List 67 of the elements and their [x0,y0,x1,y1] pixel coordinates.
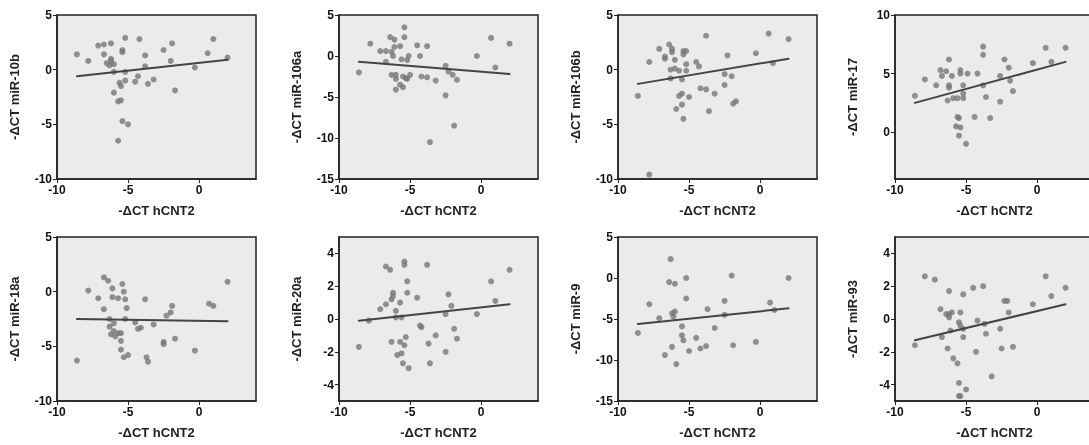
y-tick-label: -5 [323,90,335,104]
y-tick-label: 5 [327,8,335,22]
x-tick-label: 0 [195,405,203,419]
x-tick-label: 0 [477,405,485,419]
x-axis-title: -ΔCT hCNT2 [956,425,1033,440]
y-tick-label: 0 [883,125,891,140]
y-tick-label: -5 [602,117,614,132]
y-tick-label: 0 [327,312,335,326]
x-tick-label: -5 [404,405,416,419]
y-tick-label: -4 [879,377,891,392]
y-tick-label: -15 [316,172,335,186]
x-tick-label: -5 [683,183,695,197]
y-tick-label: 0 [45,284,53,299]
y-tick-label: -2 [879,344,891,359]
x-axis-title: -ΔCT hCNT2 [400,425,477,440]
y-tick-label: 0 [606,271,614,285]
x-tick-label: -5 [683,405,695,419]
y-tick-label: -10 [34,172,53,186]
y-tick-label: -2 [323,344,335,359]
y-axis-title: -ΔCT miR-20a [289,275,304,362]
y-tick-label: 5 [606,230,614,244]
y-tick-label: 10 [876,8,891,22]
y-tick-label: 5 [45,230,53,244]
x-tick-label: -5 [122,405,134,419]
y-tick-label: 0 [327,49,335,63]
y-tick-label: 5 [606,8,614,22]
y-tick-label: 2 [883,279,891,294]
y-tick-label: 2 [327,279,335,294]
y-tick-label: 5 [883,66,891,81]
y-axis-title: -ΔCT miR-18a [7,275,22,362]
x-tick-label: 0 [195,183,203,197]
x-tick-label: -5 [960,183,972,197]
y-tick-label: 4 [327,246,335,261]
y-tick-label: -5 [602,312,614,326]
y-axis-title: -ΔCT miR-17 [845,58,860,136]
x-tick-label: -5 [404,183,416,197]
y-tick-label: -15 [595,394,614,408]
x-tick-label: 0 [477,183,485,197]
y-tick-label: 0 [606,62,614,77]
y-tick-label: -10 [316,131,335,145]
x-axis-title: -ΔCT hCNT2 [679,203,756,218]
y-tick-label: 0 [45,62,53,77]
y-axis-title: -ΔCT miR-106a [289,50,304,144]
y-tick-label: -5 [41,117,53,132]
y-tick-label: -4 [323,377,335,392]
x-tick-label: -5 [960,405,972,419]
y-tick-label: -5 [41,339,53,354]
x-tick-label: 0 [1033,405,1041,419]
y-tick-label: -10 [34,394,53,408]
y-axis-title: -ΔCT miR-93 [845,280,860,358]
y-tick-label: 5 [45,8,53,22]
x-axis-title: -ΔCT hCNT2 [400,203,477,218]
x-axis-title: -ΔCT hCNT2 [118,203,195,218]
y-axis-title: -ΔCT miR-10b [7,53,22,140]
y-axis-title: -ΔCT miR-9 [568,283,583,355]
x-tick-label: 0 [756,405,764,419]
x-tick-label: 0 [1033,183,1041,197]
y-tick-label: -10 [595,353,614,367]
x-axis-title: -ΔCT hCNT2 [118,425,195,440]
y-tick-label: 4 [883,246,891,261]
x-tick-label: -5 [122,183,134,197]
y-tick-label: 0 [883,312,891,326]
x-tick-label: 0 [756,183,764,197]
y-axis-title: -ΔCT miR-106b [568,50,583,144]
y-tick-label: -10 [595,172,614,186]
x-axis-title: -ΔCT hCNT2 [956,203,1033,218]
x-axis-title: -ΔCT hCNT2 [679,425,756,440]
